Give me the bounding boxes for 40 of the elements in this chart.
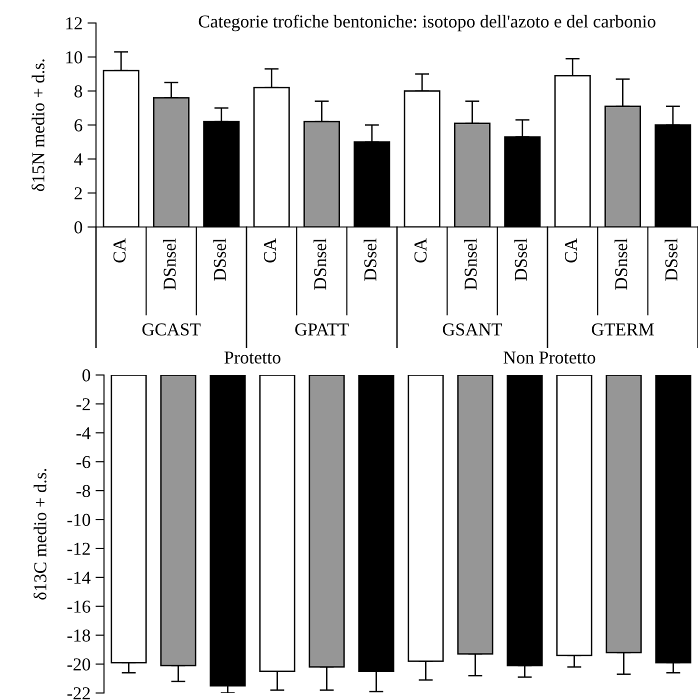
y-axis-title: δ15N medio + d.s. — [32, 59, 44, 192]
x-tick-label: DSnsel — [163, 238, 176, 290]
y-tick-label: -22 — [67, 687, 90, 700]
y-tick-label: 8 — [74, 85, 82, 98]
x-tick-label: DSsel — [364, 238, 376, 281]
y-tick-label: -14 — [67, 572, 91, 584]
x-tick-label: CA — [414, 238, 427, 262]
text: GCAST — [142, 323, 201, 336]
text: Non Protetto — [504, 352, 596, 364]
text: GSANT — [442, 323, 502, 336]
y-tick-label: 2 — [74, 187, 82, 200]
y-tick-label: 6 — [74, 119, 82, 132]
y-tick-label: -8 — [76, 484, 90, 498]
x-tick-label: DSnsel — [464, 238, 477, 290]
x-tick-label: CA — [113, 238, 126, 262]
chart-title: Categorie trofiche bentoniche: isotopo dell'azoto e del carbonio — [198, 14, 656, 32]
y-axis-title: δ13C medio + d.s. — [34, 468, 46, 600]
y-tick-label: -2 — [76, 398, 90, 410]
y-tick-label: 10 — [66, 51, 82, 64]
y-tick-label: 4 — [74, 153, 83, 166]
text: GPATT — [295, 323, 349, 336]
y-tick-label: -12 — [67, 542, 90, 555]
x-tick-label: DSsel — [514, 238, 527, 281]
y-tick-label: -4 — [76, 427, 91, 440]
x-tick-label: DSnsel — [314, 238, 326, 290]
y-tick-label: 0 — [74, 221, 82, 234]
x-tick-label: DSsel — [213, 238, 226, 281]
y-tick-label: -16 — [67, 600, 90, 613]
x-tick-label: CA — [264, 238, 276, 262]
y-tick-label: -6 — [76, 456, 90, 468]
y-tick-label: 0 — [82, 369, 90, 382]
x-tick-label: DSsel — [664, 238, 678, 281]
y-tick-label: -18 — [67, 629, 90, 642]
y-tick-label: -20 — [67, 658, 90, 671]
x-tick-label: DSnsel — [614, 238, 628, 290]
text: Protetto — [224, 352, 280, 364]
y-tick-label: -10 — [67, 514, 90, 526]
text: GTERM — [592, 323, 654, 336]
x-tick-label: CA — [564, 238, 578, 262]
y-tick-label: 12 — [66, 17, 82, 30]
